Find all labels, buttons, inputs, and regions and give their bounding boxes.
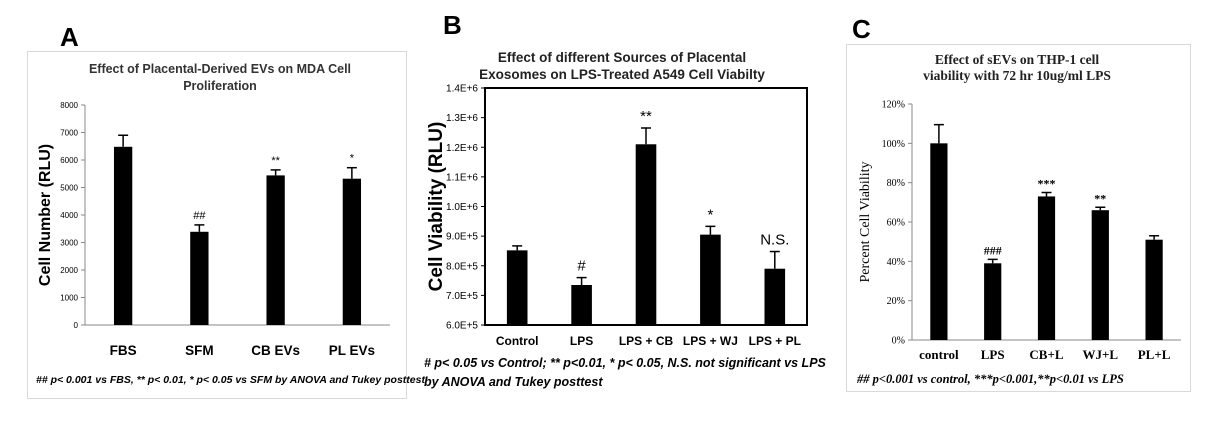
chart-a-bar-3: [266, 175, 285, 325]
chart-c-category-label-3: CB+L: [1029, 347, 1063, 362]
chart-b-category-label-5: LPS + PL: [749, 334, 801, 348]
chart-c-footnote: ## p<0.001 vs control, ***p<0.001,**p<0.…: [857, 372, 1124, 386]
chart-c-significance-label-2: ###: [984, 243, 1002, 257]
chart-a-title-line-1: Effect of Placental-Derived EVs on MDA C…: [89, 62, 351, 76]
chart-c-y-tick-label-0: 0%: [892, 336, 905, 347]
chart-a-title-line-2: Proliferation: [183, 79, 257, 93]
chart-a-y-axis-label: Cell Number (RLU): [37, 144, 54, 286]
chart-b-y-tick-label-6: 1.2E+6: [446, 143, 478, 154]
chart-a-bar-1: [113, 146, 133, 325]
chart-a-y-tick-label-8: 8000: [60, 101, 78, 110]
chart-b: Effect of different Sources of Placental…: [426, 50, 808, 348]
chart-c-bar-5: [1145, 239, 1163, 340]
chart-a-y-tick-label-3: 3000: [60, 238, 78, 247]
chart-a: Effect of Placental-Derived EVs on MDA C…: [37, 62, 390, 358]
chart-b-significance-label-5: N.S.: [760, 232, 789, 249]
panel-label-b: B: [443, 10, 462, 40]
chart-a-y-tick-label-2: 2000: [60, 266, 78, 275]
chart-b-bar-2: [571, 285, 592, 325]
chart-c-significance-label-3: ***: [1038, 177, 1056, 191]
chart-a-category-label-4: PL EVs: [329, 343, 375, 358]
chart-b-y-tick-label-4: 1.0E+6: [446, 202, 478, 213]
chart-c-category-label-5: PL+L: [1138, 347, 1171, 362]
chart-a-bar-2: [190, 231, 209, 325]
chart-a-category-label-1: FBS: [110, 343, 137, 358]
chart-a-bar-4: [342, 178, 362, 325]
chart-a-y-tick-label-4: 4000: [60, 211, 78, 220]
chart-b-footnote-line-1: # p< 0.05 vs Control; ** p<0.01, * p< 0.…: [424, 356, 826, 370]
chart-c-y-tick-label-6: 120%: [882, 100, 905, 111]
chart-a-significance-label-2: ##: [193, 210, 206, 222]
panel-label-c: C: [852, 14, 871, 44]
chart-a-footnote: ## p< 0.001 vs FBS, ** p< 0.01, * p< 0.0…: [36, 374, 425, 386]
panel-label-a: A: [60, 22, 79, 52]
chart-b-y-tick-label-5: 1.1E+6: [446, 172, 478, 183]
chart-a-y-tick-label-5: 5000: [60, 183, 78, 192]
chart-b-category-label-3: LPS + CB: [619, 334, 674, 348]
chart-c-title-line-2: viability with 72 hr 10ug/ml LPS: [923, 68, 1111, 83]
chart-c-y-tick-label-3: 60%: [887, 218, 905, 229]
chart-b-y-axis-label: Cell Viability (RLU): [426, 122, 447, 292]
chart-c-y-tick-label-4: 80%: [887, 178, 905, 189]
chart-c-bar-2: [984, 263, 1002, 340]
chart-b-y-tick-label-1: 7.0E+5: [446, 291, 478, 302]
chart-c-bar-1: [930, 143, 948, 340]
chart-b-y-tick-label-0: 6.0E+5: [446, 321, 478, 332]
chart-c-bar-3: [1037, 196, 1056, 340]
chart-a-y-tick-label-7: 7000: [60, 128, 78, 137]
chart-b-bar-3: [635, 144, 657, 325]
chart-a-y-tick-label-1: 1000: [60, 293, 78, 302]
chart-a-category-label-2: SFM: [185, 343, 214, 358]
chart-b-y-tick-label-3: 9.0E+5: [446, 232, 478, 243]
chart-b-significance-label-4: *: [707, 206, 713, 223]
chart-c-significance-label-4: **: [1094, 191, 1106, 205]
chart-b-y-tick-label-2: 8.0E+5: [446, 261, 478, 272]
chart-b-footnote-line-2: by ANOVA and Tukey posttest: [424, 375, 603, 389]
chart-c-y-tick-label-1: 20%: [887, 296, 905, 307]
chart-a-y-tick-label-0: 0: [74, 321, 79, 330]
panel-c-frame: [846, 44, 1191, 392]
chart-b-y-tick-label-7: 1.3E+6: [446, 113, 478, 124]
chart-c-category-label-4: WJ+L: [1083, 347, 1119, 362]
chart-b-significance-label-2: #: [577, 258, 586, 275]
chart-b-bar-1: [506, 250, 528, 325]
panel-a-frame: [27, 51, 407, 399]
chart-b-title-line-1: Effect of different Sources of Placental: [498, 50, 746, 65]
chart-c-category-label-2: LPS: [981, 347, 1005, 362]
chart-b-category-label-1: Control: [496, 334, 539, 348]
chart-a-y-tick-label-6: 6000: [60, 156, 78, 165]
chart-c-title-line-1: Effect of sEVs on THP-1 cell: [935, 52, 1100, 67]
chart-a-significance-label-3: **: [271, 155, 280, 167]
chart-c-y-axis-label: Percent Cell Viability: [858, 162, 873, 283]
chart-a-significance-label-4: *: [350, 153, 355, 165]
chart-c-y-tick-label-5: 100%: [882, 139, 905, 150]
chart-a-category-label-3: CB EVs: [251, 343, 300, 358]
chart-c-category-label-1: control: [919, 347, 959, 362]
chart-c-y-tick-label-2: 40%: [887, 257, 905, 268]
chart-b-category-label-2: LPS: [570, 334, 593, 348]
chart-c-bar-4: [1091, 210, 1109, 340]
chart-b-y-tick-label-8: 1.4E+6: [446, 84, 478, 95]
chart-b-bar-5: [764, 268, 786, 325]
chart-b-category-label-4: LPS + WJ: [683, 334, 738, 348]
chart-b-title-line-2: Exosomes on LPS-Treated A549 Cell Viabil…: [479, 67, 765, 82]
chart-b-bar-4: [700, 234, 721, 325]
chart-b-significance-label-3: **: [640, 108, 652, 125]
